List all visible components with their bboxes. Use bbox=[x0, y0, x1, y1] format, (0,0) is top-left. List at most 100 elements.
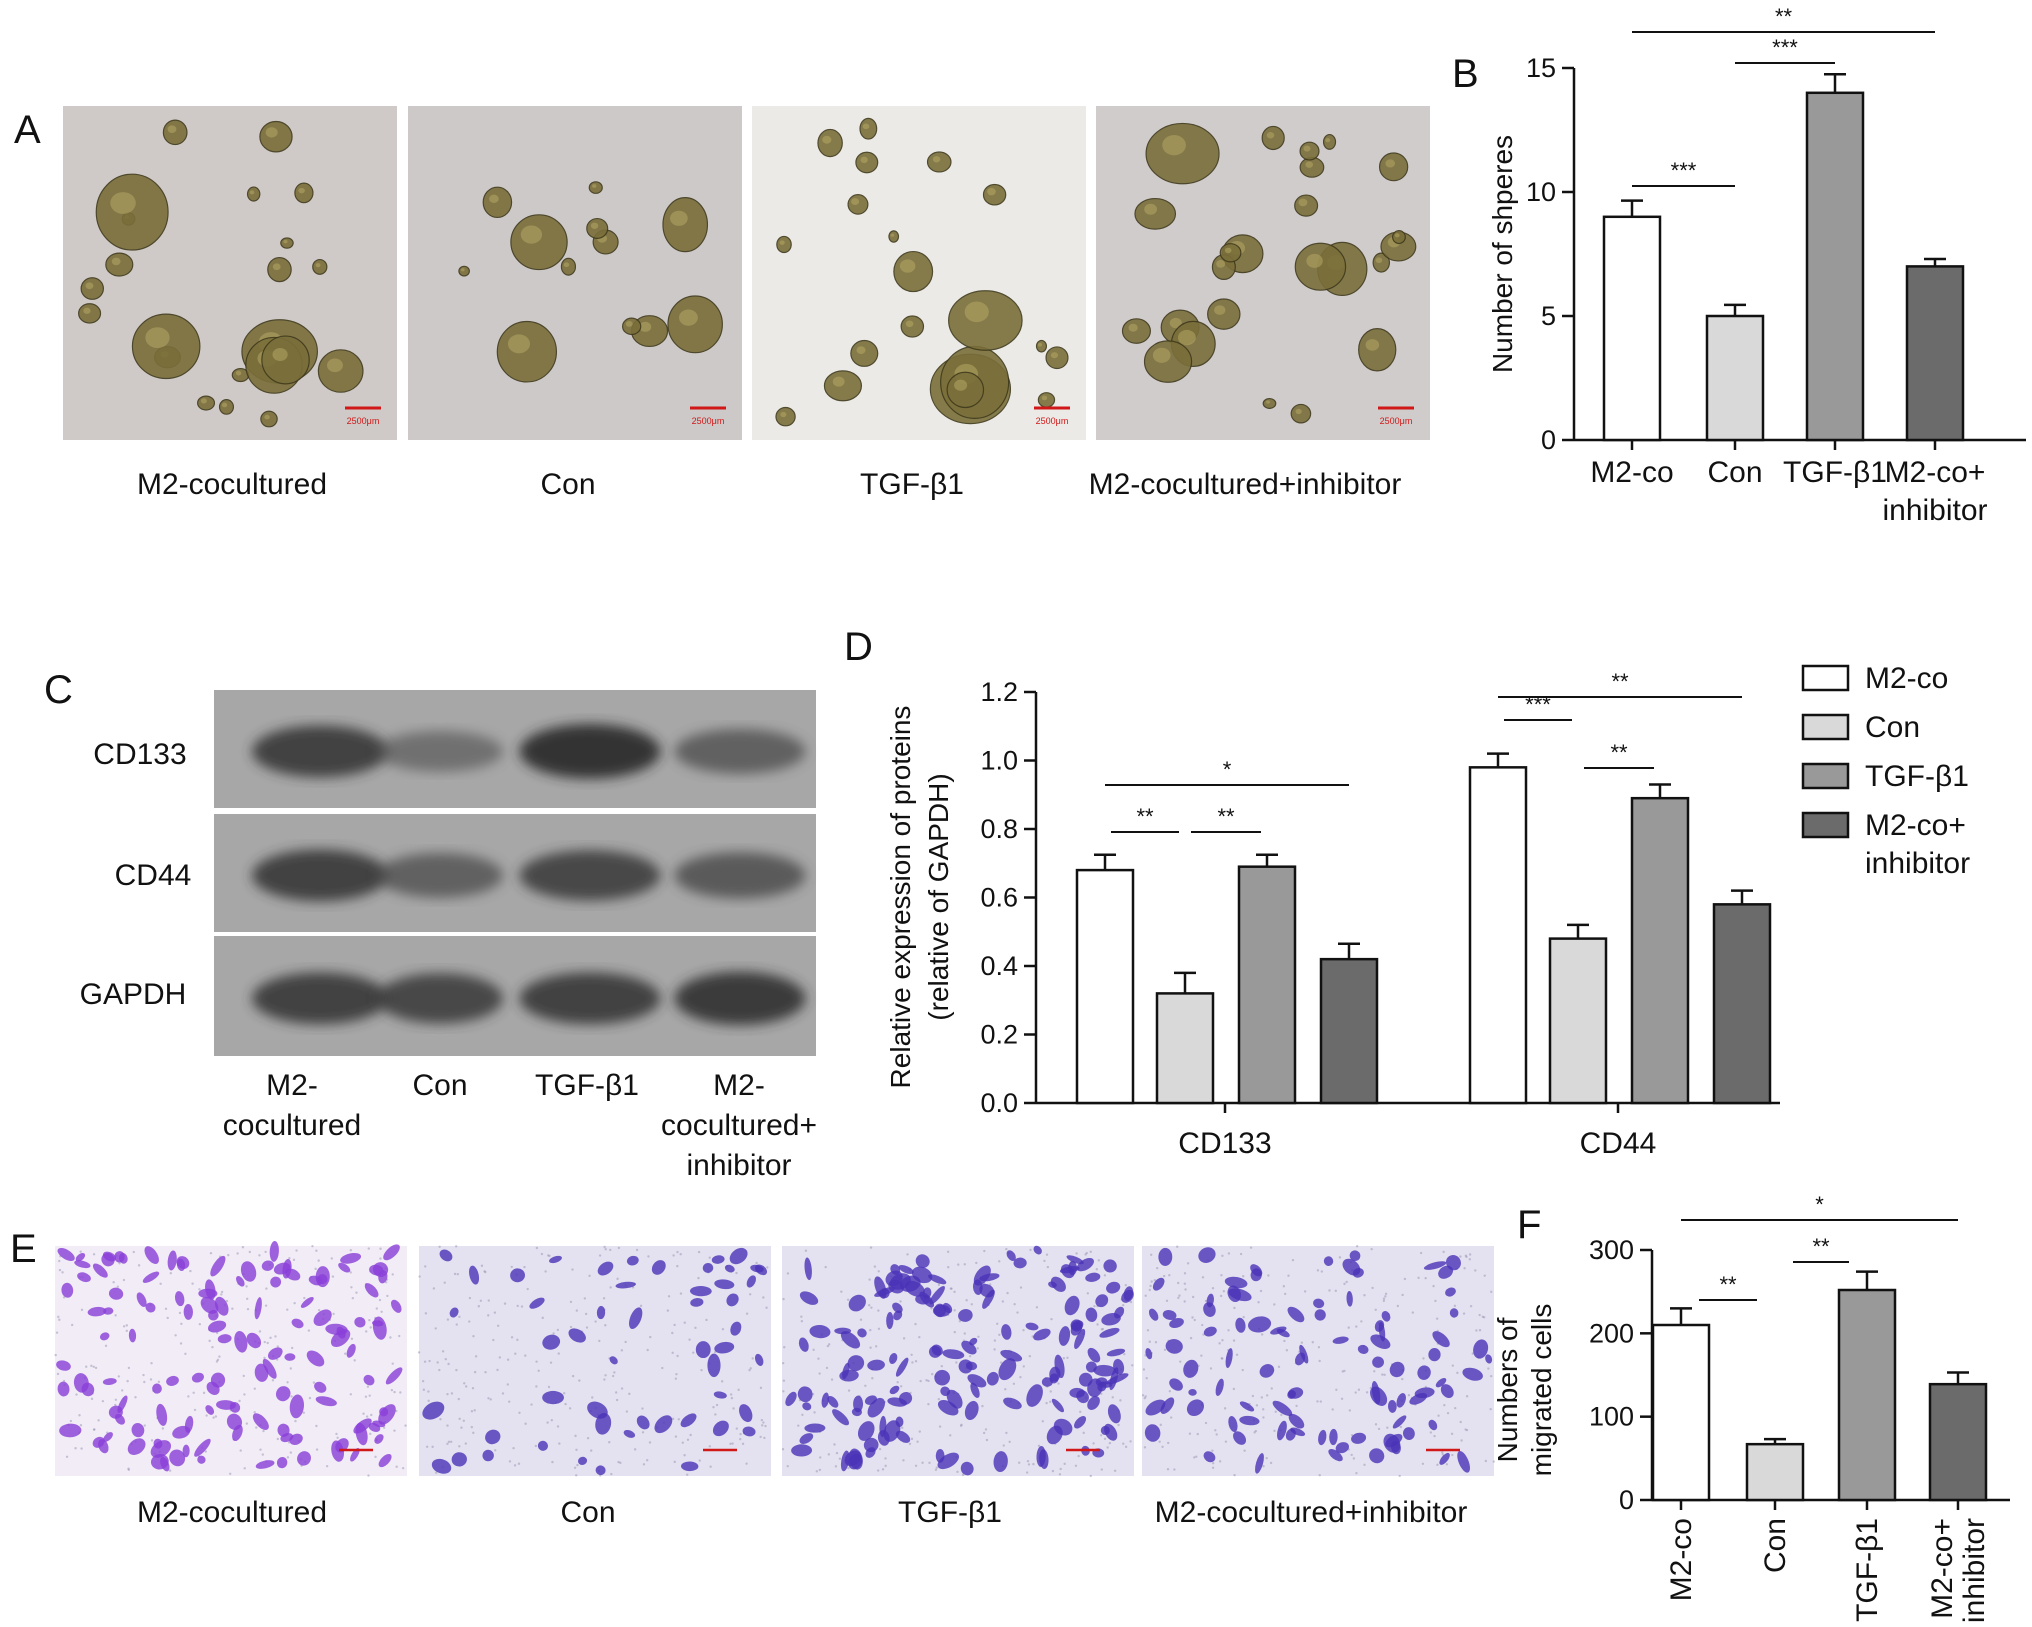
migrated-cell bbox=[1183, 1359, 1199, 1378]
membrane-pore bbox=[253, 1411, 256, 1414]
membrane-pore bbox=[818, 1468, 822, 1472]
migrated-cell bbox=[964, 1400, 979, 1421]
migrated-cell bbox=[208, 1320, 227, 1333]
membrane-pore bbox=[745, 1462, 748, 1465]
membrane-pore bbox=[557, 1352, 560, 1355]
membrane-pore bbox=[762, 1296, 765, 1299]
sphere bbox=[1261, 125, 1285, 151]
membrane-pore bbox=[934, 1468, 938, 1472]
membrane-pore bbox=[569, 1325, 573, 1329]
membrane-pore bbox=[1357, 1388, 1361, 1391]
membrane-pore bbox=[243, 1467, 246, 1470]
sphere bbox=[458, 265, 470, 277]
sphere-highlight bbox=[1038, 343, 1043, 347]
membrane-pore bbox=[1188, 1432, 1192, 1435]
membrane-pore bbox=[949, 1434, 952, 1437]
migrated-cell bbox=[191, 1372, 204, 1383]
membrane-pore bbox=[881, 1468, 885, 1471]
membrane-pore bbox=[950, 1287, 953, 1290]
membrane-pore bbox=[265, 1287, 268, 1290]
migrated-cell bbox=[973, 1265, 991, 1286]
membrane-pore bbox=[218, 1355, 221, 1358]
membrane-pore bbox=[1373, 1370, 1376, 1373]
migrated-cell bbox=[1383, 1433, 1401, 1453]
membrane-pore bbox=[1474, 1269, 1477, 1272]
sphere-highlight bbox=[235, 370, 242, 376]
membrane-pore bbox=[953, 1330, 956, 1334]
migrated-cell bbox=[92, 1436, 105, 1448]
membrane-pore bbox=[546, 1421, 549, 1424]
membrane-pore bbox=[241, 1246, 245, 1249]
membrane-pore bbox=[454, 1245, 458, 1248]
membrane-pore bbox=[1465, 1255, 1468, 1259]
migrated-cell bbox=[840, 1331, 861, 1349]
sphere-highlight bbox=[1325, 138, 1331, 143]
membrane-pore bbox=[1316, 1269, 1320, 1272]
membrane-pore bbox=[1303, 1290, 1307, 1293]
membrane-pore bbox=[714, 1413, 717, 1416]
membrane-pore bbox=[1019, 1286, 1023, 1289]
membrane-pore bbox=[827, 1453, 831, 1456]
membrane-pore bbox=[292, 1258, 296, 1262]
sphere-highlight bbox=[221, 402, 228, 408]
sphere-highlight bbox=[1162, 134, 1186, 156]
membrane-pore bbox=[1348, 1409, 1352, 1412]
membrane-pore bbox=[94, 1366, 98, 1370]
membrane-pore bbox=[1211, 1287, 1215, 1290]
membrane-pore bbox=[526, 1287, 529, 1291]
membrane-pore bbox=[1374, 1308, 1377, 1312]
membrane-pore bbox=[766, 1266, 769, 1269]
membrane-pore bbox=[514, 1352, 517, 1355]
membrane-pore bbox=[258, 1330, 262, 1333]
membrane-pore bbox=[1049, 1390, 1052, 1393]
significance-label: ** bbox=[1775, 4, 1793, 29]
membrane-pore bbox=[1108, 1441, 1112, 1445]
migrated-cell bbox=[182, 1444, 190, 1458]
y-tick-label: 0.6 bbox=[980, 883, 1018, 913]
membrane-pore bbox=[1437, 1414, 1440, 1417]
migrated-cell bbox=[1000, 1349, 1023, 1362]
panel-a-caption: TGF-β1 bbox=[860, 468, 964, 501]
membrane-pore bbox=[349, 1248, 353, 1252]
x-tick-label-line: M2-co+ bbox=[1926, 1518, 1959, 1619]
migrated-cell bbox=[439, 1249, 453, 1262]
membrane-pore bbox=[335, 1432, 338, 1436]
membrane-pore bbox=[290, 1395, 293, 1398]
migrated-cell bbox=[899, 1275, 921, 1292]
migrated-cell bbox=[799, 1433, 814, 1444]
migrated-cell bbox=[1085, 1361, 1097, 1373]
membrane-pore bbox=[781, 1448, 785, 1451]
x-tick-label: CD44 bbox=[1580, 1127, 1657, 1160]
membrane-pore bbox=[735, 1271, 738, 1275]
membrane-pore bbox=[289, 1451, 293, 1454]
migrated-cell bbox=[262, 1358, 277, 1379]
sphere-highlight bbox=[1144, 203, 1158, 215]
migrated-cell bbox=[1313, 1298, 1325, 1309]
membrane-pore bbox=[191, 1282, 194, 1285]
membrane-pore bbox=[604, 1324, 607, 1327]
bar bbox=[1468, 766, 1528, 1105]
membrane-pore bbox=[1089, 1250, 1092, 1253]
migrated-cell bbox=[183, 1304, 193, 1320]
membrane-pore bbox=[74, 1447, 77, 1450]
membrane-pore bbox=[534, 1444, 538, 1448]
migrated-cell bbox=[254, 1297, 262, 1320]
membrane-pore bbox=[1046, 1265, 1050, 1269]
migrated-cell bbox=[77, 1272, 91, 1283]
membrane-pore bbox=[290, 1346, 294, 1350]
y-axis-title: Number of shperes bbox=[1487, 135, 1518, 373]
membrane-pore bbox=[541, 1316, 544, 1320]
membrane-pore bbox=[205, 1414, 208, 1417]
membrane-pore bbox=[1057, 1382, 1060, 1385]
sphere-highlight bbox=[489, 194, 499, 203]
membrane-pore bbox=[813, 1411, 816, 1414]
migrated-cell bbox=[1071, 1320, 1084, 1331]
membrane-pore bbox=[516, 1304, 519, 1308]
membrane-pore bbox=[959, 1424, 963, 1427]
migrated-cell bbox=[482, 1449, 494, 1462]
membrane-pore bbox=[438, 1368, 441, 1372]
significance-label: ** bbox=[1136, 804, 1154, 829]
sphere bbox=[246, 186, 261, 202]
membrane-pore bbox=[1045, 1401, 1048, 1405]
significance-label: ** bbox=[1719, 1272, 1737, 1297]
